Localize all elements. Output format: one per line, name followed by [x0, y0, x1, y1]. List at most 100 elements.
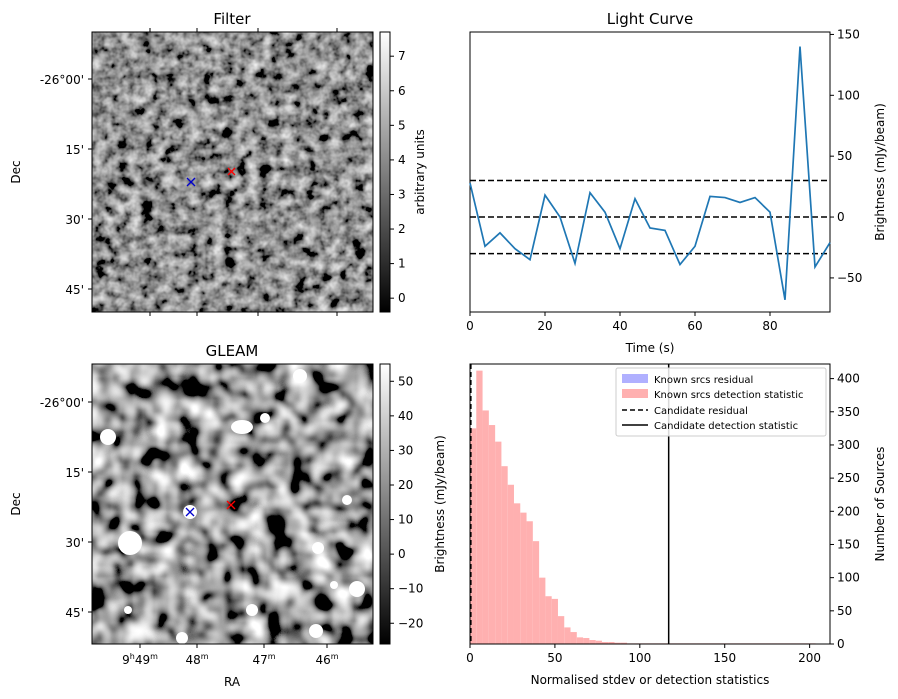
xtick-label: 40	[612, 319, 627, 333]
histogram-bar	[570, 632, 577, 644]
colorbar-tick-label: 2	[398, 222, 406, 236]
svg-text:46m: 46m	[315, 652, 338, 667]
gleam-ytick-label: -26°00'	[40, 396, 84, 410]
histogram-bar	[564, 627, 571, 644]
xtick-label: 0	[466, 651, 474, 665]
filter-ylabel: Dec	[9, 160, 23, 183]
gleam-colorbar	[379, 363, 391, 645]
svg-text:48m: 48m	[185, 652, 208, 667]
colorbar-tick-label: 20	[398, 478, 413, 492]
histogram-bar	[501, 466, 508, 644]
colorbar-tick-label: 30	[398, 443, 413, 457]
gleam-colorbar-label: Brightness (mJy/beam)	[433, 435, 447, 573]
xtick-label: 60	[687, 319, 702, 333]
histogram-bar	[583, 638, 590, 644]
colorbar-tick-label: 7	[398, 49, 406, 63]
lightcurve-title: Light Curve	[607, 10, 693, 28]
gleam-xtick-label: 47	[252, 653, 267, 667]
histogram-bar	[482, 410, 489, 644]
filter-marker-red	[227, 167, 236, 176]
colorbar-tick-label: 4	[398, 153, 406, 167]
filter-ytick-label: -26°00'	[40, 73, 84, 87]
ytick-label: 100	[837, 571, 860, 585]
ytick-label: 400	[837, 372, 860, 386]
histogram-bar	[589, 640, 596, 644]
lightcurve-yticks: −50 0 50 100 150	[830, 27, 862, 285]
xtick-label: 50	[547, 651, 562, 665]
gleam-ytick-label: 45'	[65, 606, 84, 620]
xtick-label: 20	[537, 319, 552, 333]
filter-colorbar-ticks: 0 1 2 3 4 5 6 7	[390, 49, 406, 305]
histogram-bar	[476, 370, 483, 644]
ytick-label: 50	[837, 149, 852, 163]
histogram-bar	[495, 441, 502, 644]
lightcurve-xlabel: Time (s)	[625, 341, 675, 355]
filter-title: Filter	[213, 10, 251, 28]
xtick-label: 0	[466, 319, 474, 333]
filter-ytick-label: 30'	[65, 213, 84, 227]
gleam-ytick-label: 15'	[65, 466, 84, 480]
ytick-label: 100	[837, 88, 860, 102]
histogram-bar	[513, 503, 521, 644]
filter-yticks: -26°00' 15' 30' 45'	[40, 73, 92, 297]
gleam-xticks	[139, 644, 328, 648]
legend-label: Candidate residual	[654, 406, 748, 417]
filter-ytick-label: 45'	[65, 283, 84, 297]
filter-ytick-label: 15'	[65, 143, 84, 157]
filter-marker-blue	[186, 177, 196, 187]
lightcurve-axes	[469, 31, 831, 313]
histogram-bar	[551, 598, 558, 644]
legend-swatch-residual	[622, 374, 648, 383]
colorbar-tick-label: 0	[398, 291, 406, 305]
gleam-xtick-labels: 9h49m 48m 47m 46m	[122, 652, 339, 667]
histogram-bar	[520, 512, 527, 644]
colorbar-tick-label: 50	[398, 374, 413, 388]
filter-panel: Filter -26°00' 15' 30' 45' Dec	[9, 10, 427, 316]
xtick-label: 80	[762, 319, 777, 333]
ytick-label: 0	[837, 210, 845, 224]
histogram-bar	[576, 637, 584, 644]
ytick-label: −50	[837, 271, 862, 285]
ytick-label: 350	[837, 405, 860, 419]
legend-label: Known srcs residual	[654, 375, 753, 386]
filter-colorbar-label: arbitrary units	[413, 129, 427, 215]
histogram-bar	[532, 541, 540, 644]
histogram-panel: 0 50 100 150 200 0 50 100 150 200 250 300 350 400 No…	[466, 363, 887, 687]
histogram-bar	[608, 642, 615, 644]
gleam-yticks: -26°00' 15' 30' 45'	[40, 396, 92, 620]
gleam-panel: GLEAM	[9, 342, 447, 689]
ytick-label: 250	[837, 471, 860, 485]
histogram-bars	[470, 370, 816, 644]
lightcurve-xticks: 0 20 40 60 80	[466, 312, 778, 333]
ytick-label: 0	[837, 637, 845, 651]
gleam-xlabel: RA	[224, 675, 241, 689]
filter-xticks	[149, 28, 338, 316]
xtick-label: 150	[713, 651, 736, 665]
lightcurve-panel: Light Curve 0 20 40 60 80 −50 0 50 100 150 Time …	[466, 10, 887, 355]
histogram-xticks: 0 50 100 150 200	[466, 644, 821, 665]
colorbar-tick-label: 0	[398, 547, 406, 561]
ytick-label: 150	[837, 537, 860, 551]
histogram-bar	[614, 642, 621, 644]
lightcurve-ylabel: Brightness (mJy/beam)	[873, 103, 887, 241]
histogram-bar	[507, 484, 514, 644]
colorbar-tick-label: 40	[398, 409, 413, 423]
histogram-bar	[488, 425, 496, 644]
gleam-xtick-label: 46	[315, 653, 330, 667]
histogram-legend: Known srcs residual Known srcs detection…	[615, 367, 827, 437]
ytick-label: 150	[837, 27, 860, 41]
legend-label: Known srcs detection statistic	[654, 390, 803, 401]
svg-text:47m: 47m	[252, 652, 275, 667]
histogram-bar	[557, 616, 565, 644]
ytick-label: 200	[837, 504, 860, 518]
lightcurve-series-line	[469, 46, 831, 300]
gleam-xtick-label: 48	[185, 653, 200, 667]
gleam-xtick-label: 9	[122, 653, 130, 667]
gleam-ytick-label: 30'	[65, 536, 84, 550]
histogram-bar	[620, 642, 628, 644]
colorbar-tick-label: 5	[398, 118, 406, 132]
colorbar-tick-label: 1	[398, 257, 406, 271]
colorbar-tick-label: −20	[398, 616, 423, 630]
histogram-ylabel: Number of Sources	[873, 447, 887, 562]
